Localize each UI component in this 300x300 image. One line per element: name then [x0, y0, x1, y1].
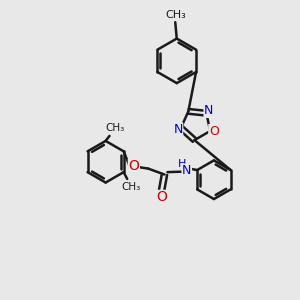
- Text: CH₃: CH₃: [105, 123, 124, 133]
- Text: O: O: [128, 159, 139, 173]
- Text: CH₃: CH₃: [122, 182, 141, 192]
- Text: N: N: [173, 123, 183, 136]
- Text: O: O: [209, 124, 219, 137]
- Text: CH₃: CH₃: [165, 11, 186, 20]
- Text: N: N: [204, 104, 214, 117]
- Text: H: H: [178, 158, 187, 169]
- Text: O: O: [156, 190, 167, 204]
- Text: N: N: [182, 164, 191, 177]
